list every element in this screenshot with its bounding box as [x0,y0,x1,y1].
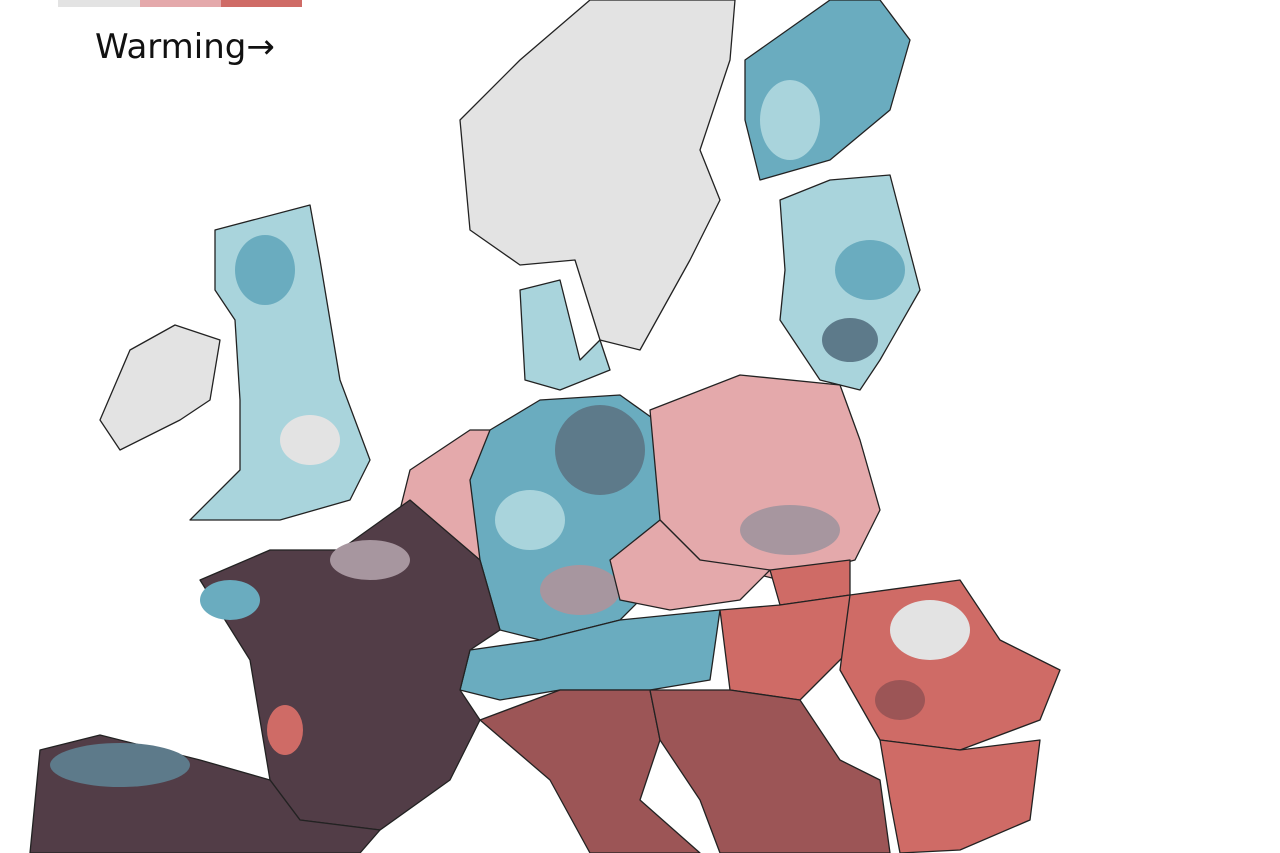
legend-label: Warming→ [95,27,275,67]
region [760,80,820,160]
region [890,600,970,660]
region [740,505,840,555]
legend-swatch [140,0,221,7]
alps [459,609,721,701]
regions [29,0,1061,853]
legend-swatch [221,0,302,7]
region [555,405,645,495]
region [835,240,905,300]
denmark [519,279,611,391]
scandinavia [459,0,736,351]
region [50,743,190,787]
czechia [609,519,771,611]
region [495,490,565,550]
region [280,415,340,465]
legend-swatch [58,0,140,7]
finland [744,0,911,181]
region [330,540,410,580]
legend: Warming→ [58,0,302,67]
bulgaria [879,739,1041,853]
balkans [649,689,891,853]
region [235,235,295,305]
hungary [719,594,861,701]
region [200,580,260,620]
region [822,318,878,362]
region [540,565,620,615]
region [267,705,303,755]
italy [479,689,701,853]
region [875,680,925,720]
ireland [99,324,221,451]
